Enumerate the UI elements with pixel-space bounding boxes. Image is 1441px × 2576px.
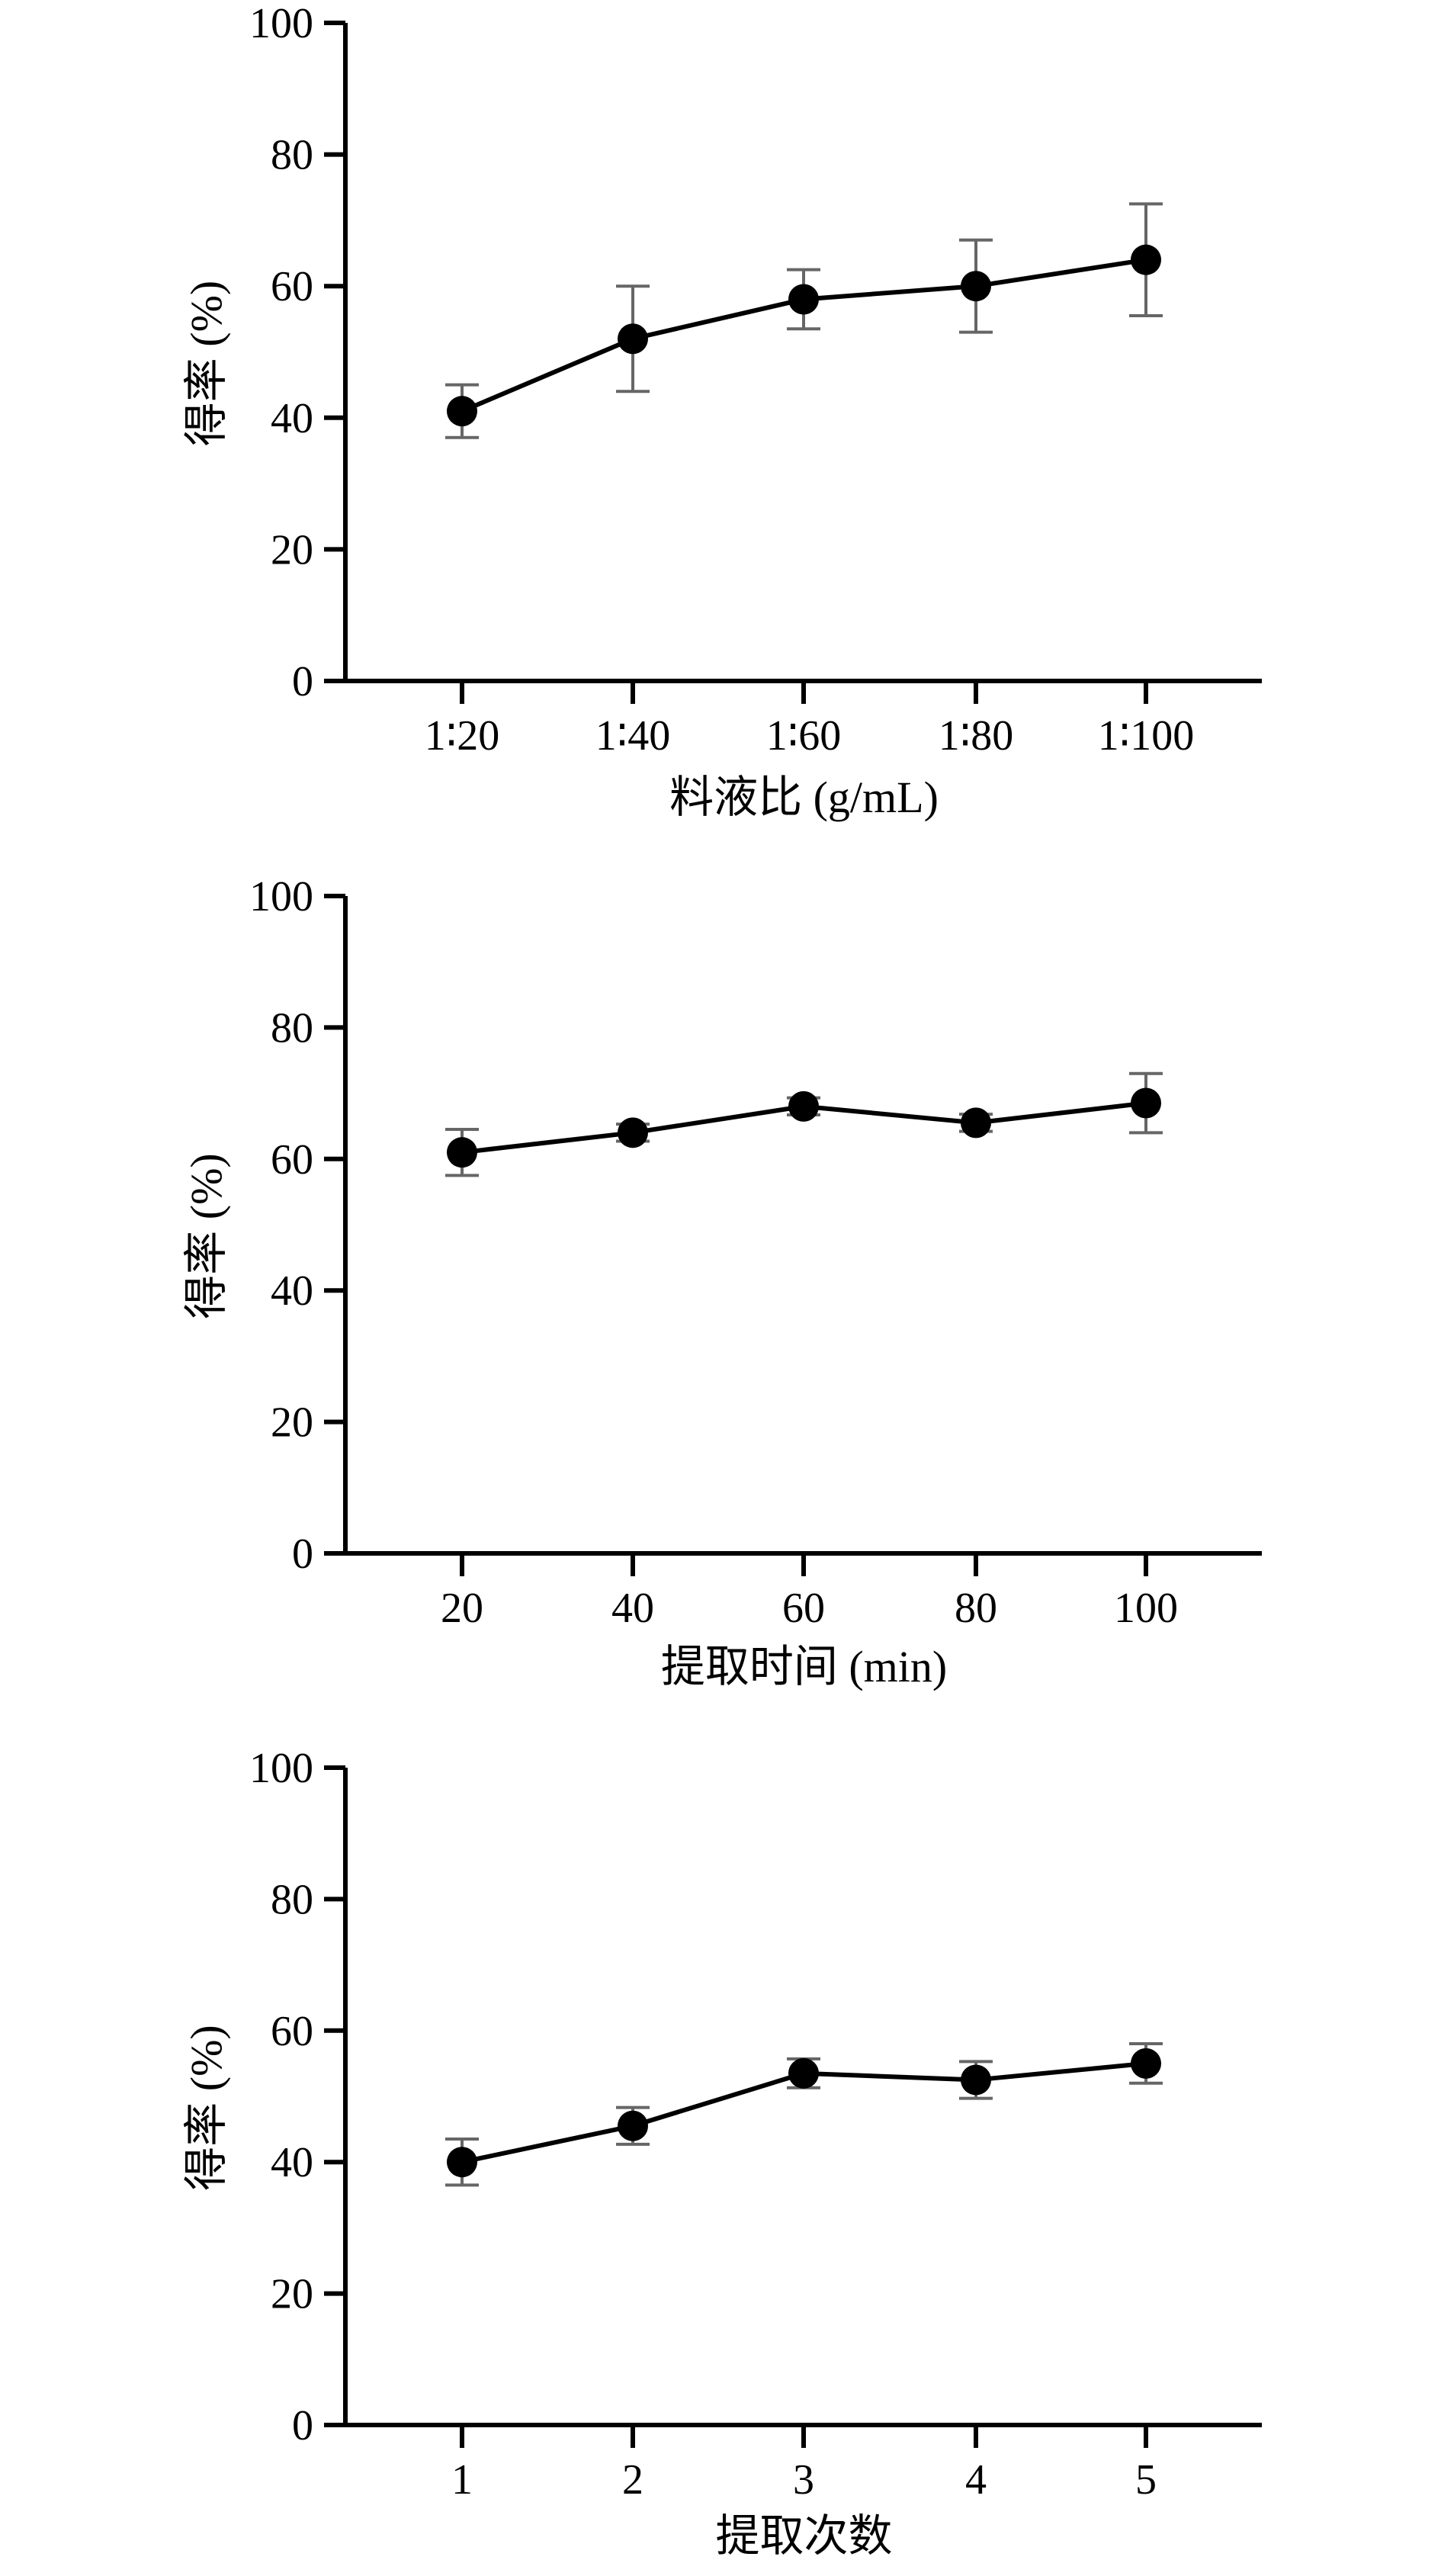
data-point (618, 2110, 648, 2141)
data-point (447, 1137, 477, 1168)
data-point (1131, 2048, 1161, 2079)
data-point (961, 2064, 991, 2096)
y-tick-label: 40 (271, 395, 313, 442)
x-tick-label: 4 (965, 2456, 987, 2504)
y-tick-label: 80 (271, 132, 313, 179)
x-axis-title: 提取次数 (715, 2511, 892, 2561)
chart-panel-1: 0 20 40 60 80 100 1∶20 1∶40 1∶60 1∶80 1∶100 料液比 (g/… (181, 0, 1262, 822)
x-tick-label: 2 (622, 2456, 643, 2504)
data-point (961, 271, 991, 302)
x-tick-label: 1∶60 (766, 712, 842, 760)
y-tick-label: 20 (271, 526, 313, 573)
data-point (447, 396, 477, 427)
data-point (788, 2057, 819, 2089)
x-tick-label: 1∶80 (939, 712, 1014, 760)
x-tick-label: 60 (782, 1585, 825, 1632)
y-tick-label: 100 (249, 873, 313, 920)
x-tick-label: 40 (611, 1585, 654, 1632)
y-tick-label: 80 (271, 1876, 313, 1923)
data-point (618, 1117, 648, 1148)
x-tick-label: 1∶40 (595, 712, 671, 760)
data-point (961, 1107, 991, 1139)
y-tick-label: 60 (271, 1136, 313, 1184)
data-point (1131, 1087, 1161, 1119)
x-tick-label: 3 (793, 2456, 814, 2504)
x-axis-title: 料液比 (g/mL) (669, 772, 939, 822)
y-tick-label: 0 (292, 658, 313, 705)
x-tick-label: 80 (955, 1585, 997, 1632)
data-point (788, 1090, 819, 1122)
chart-panel-2: 0 20 40 60 80 100 20 40 60 80 100 提取时间 (min) 得率 (%) (181, 873, 1262, 1691)
y-tick-label: 100 (249, 0, 313, 47)
data-point (447, 2147, 477, 2178)
y-tick-label: 0 (292, 1531, 313, 1578)
y-tick-label: 0 (292, 2402, 313, 2449)
y-tick-label: 60 (271, 2008, 313, 2055)
data-point (788, 284, 819, 315)
x-tick-label: 20 (441, 1585, 483, 1632)
chart-panel-3: 0 20 40 60 80 100 1 2 3 4 5 提取次数 得率 (%) (181, 1745, 1262, 2561)
data-point (618, 323, 648, 355)
y-tick-label: 40 (271, 2139, 313, 2186)
y-tick-label: 100 (249, 1745, 313, 1792)
x-tick-label: 5 (1135, 2456, 1157, 2504)
y-tick-label: 20 (271, 1399, 313, 1447)
x-tick-label: 1∶100 (1098, 712, 1195, 760)
y-tick-label: 20 (271, 2271, 313, 2318)
data-point (1131, 244, 1161, 275)
x-tick-label: 100 (1114, 1585, 1178, 1632)
y-axis-title: 得率 (%) (181, 1153, 231, 1319)
y-tick-label: 40 (271, 1267, 313, 1315)
x-tick-label: 1∶20 (425, 712, 500, 760)
x-tick-label: 1 (451, 2456, 473, 2504)
x-axis-title: 提取时间 (min) (661, 1642, 947, 1691)
y-tick-label: 60 (271, 263, 313, 310)
y-tick-label: 80 (271, 1004, 313, 1052)
y-axis-title: 得率 (%) (181, 2025, 231, 2190)
y-axis-title: 得率 (%) (181, 281, 231, 446)
